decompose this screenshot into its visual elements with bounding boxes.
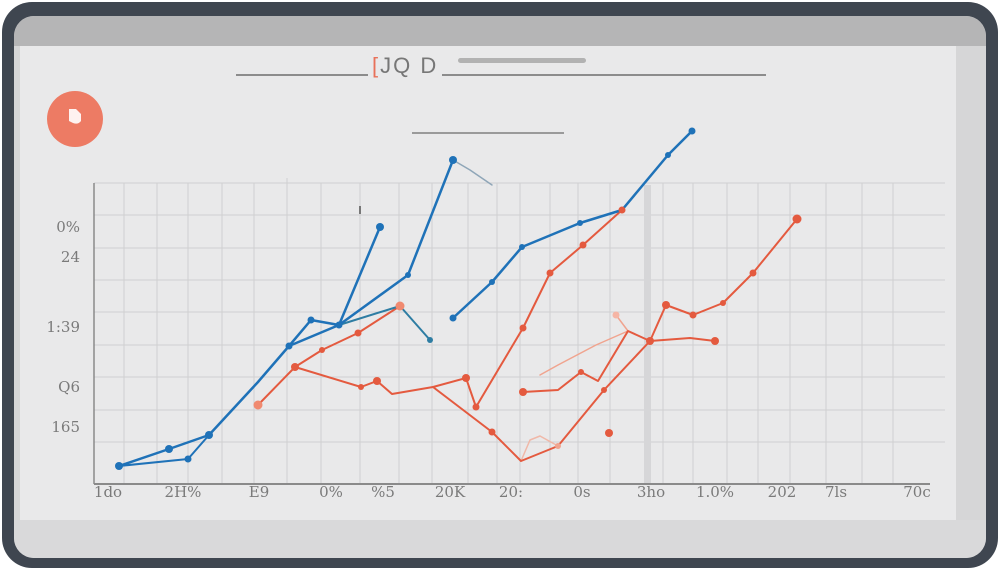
x-tick-label: 0s <box>573 483 591 501</box>
x-tick-label: 1.0% <box>695 483 735 501</box>
title-text: JQ D <box>380 53 439 78</box>
y-tick-label: 165 <box>51 418 80 436</box>
y-tick-label: 0% <box>56 218 80 236</box>
chart-title: [JQ D <box>368 53 443 79</box>
x-tick-label: 7ls <box>824 483 848 501</box>
x-tick-label: 1do <box>93 483 123 501</box>
bottom-strip <box>14 520 986 558</box>
document-badge[interactable] <box>47 91 103 147</box>
x-tick-label: 3ho <box>636 483 666 501</box>
x-tick-label: 0% <box>319 483 343 501</box>
title-placeholder-bar <box>458 58 586 63</box>
x-tick-label: 2H% <box>164 483 202 501</box>
document-icon <box>67 108 83 131</box>
title-accent: [ <box>372 53 381 78</box>
x-tick-label: 20K <box>434 483 466 501</box>
subtitle-divider <box>412 132 564 134</box>
x-tick-label: 70c <box>903 483 931 501</box>
data-markers <box>115 127 802 470</box>
grid <box>94 178 945 484</box>
chart-title-area: [JQ D <box>236 45 766 79</box>
y-tick-label: Q6 <box>58 378 80 396</box>
chart-panel <box>20 46 956 520</box>
screen <box>14 16 986 558</box>
title-bar <box>14 16 986 46</box>
x-tick-label: E9 <box>248 483 270 501</box>
x-tick-label: %5 <box>371 483 395 501</box>
x-tick-label: 202 <box>767 483 797 501</box>
highlight-band <box>644 185 651 483</box>
device-frame <box>2 2 998 568</box>
y-tick-label: 1:39 <box>46 318 80 336</box>
y-tick-label: 24 <box>60 248 80 266</box>
series-lines <box>117 129 798 468</box>
x-tick-label: 20: <box>498 483 524 501</box>
title-divider <box>236 74 766 76</box>
